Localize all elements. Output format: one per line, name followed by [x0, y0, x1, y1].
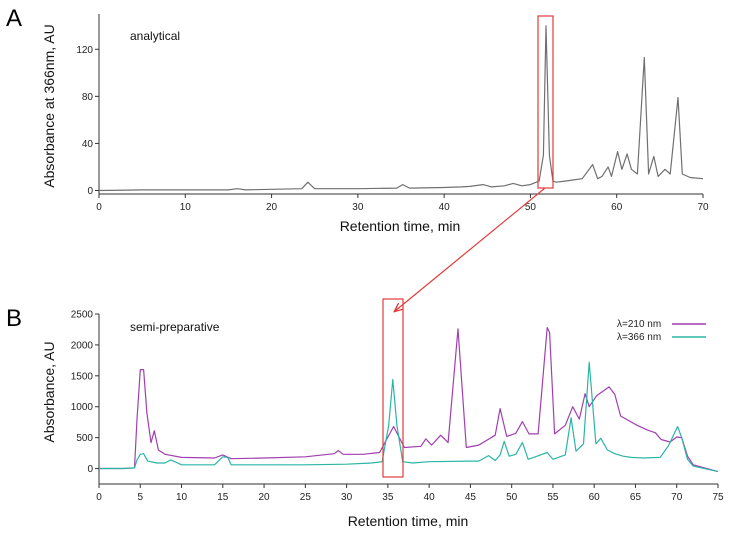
y-tick-label: 80	[82, 92, 94, 103]
panel-a-chart: A analytical 0 10 20 30 40 50 60 70 0 40 80 120 Ret…	[6, 5, 709, 234]
series-line-0-0	[98, 25, 704, 192]
x-tick-label: 60	[611, 202, 623, 213]
panel-b-plot-area: 0 5 10 15 20 25 30 35 40 45 50 55 60 65 70 75 0 500 1000 15…	[71, 310, 724, 504]
x-tick-label: 40	[439, 202, 451, 213]
panel-a-x-axis-title: Retention time, min	[340, 218, 461, 234]
x-tick-label: 65	[630, 492, 642, 503]
y-tick-label: 1500	[71, 371, 94, 382]
series-line-366nm	[99, 361, 719, 473]
y-tick-label: 120	[76, 45, 93, 56]
highlight-box-analytical-peak	[537, 15, 554, 189]
panel-a-annotation: analytical	[130, 29, 180, 43]
x-tick-label: 55	[547, 492, 559, 503]
y-tick-label: 0	[87, 464, 93, 475]
x-tick-label: 35	[382, 492, 394, 503]
y-tick-label: 2000	[71, 340, 94, 351]
y-tick-label: 1000	[71, 402, 94, 413]
panel-b-letter: B	[6, 305, 22, 332]
panel-b-x-axis-title: Retention time, min	[348, 513, 469, 529]
series-line-210nm	[99, 327, 719, 473]
legend-label-210nm: λ=210 nm	[617, 319, 661, 330]
x-tick-label: 0	[96, 202, 102, 213]
x-tick-label: 30	[341, 492, 353, 503]
x-tick-label: 15	[217, 492, 229, 503]
legend-label-366nm: λ=366 nm	[617, 332, 661, 343]
x-tick-label: 10	[180, 202, 192, 213]
highlight-box-preparative-peak	[382, 298, 404, 478]
panel-b-y-axis-title: Absorbance, AU	[41, 341, 57, 442]
x-tick-label: 5	[137, 492, 143, 503]
panel-a-plot-area: 0 10 20 30 40 50 60 70 0 40 80 120	[76, 14, 709, 213]
x-tick-label: 0	[96, 492, 102, 503]
connecting-arrow	[395, 187, 546, 311]
x-tick-label: 70	[697, 202, 709, 213]
x-tick-label: 75	[712, 492, 724, 503]
panel-a-letter: A	[6, 5, 22, 32]
panel-a-y-axis-title: Absorbance at 366nm, AU	[41, 24, 57, 187]
x-tick-label: 20	[259, 492, 271, 503]
y-tick-label: 0	[87, 186, 93, 197]
y-tick-label: 500	[76, 433, 93, 444]
panel-b-legend: λ=210 nm λ=366 nm	[617, 319, 706, 343]
x-tick-label: 50	[525, 202, 537, 213]
x-tick-label: 30	[352, 202, 364, 213]
y-tick-label: 2500	[71, 310, 94, 321]
panel-b-annotation: semi-preparative	[130, 320, 220, 334]
x-tick-label: 60	[589, 492, 601, 503]
panel-b-chart: B semi-preparative 0 5 10 15 20 25 30 35 40 45 50 5…	[6, 305, 724, 529]
x-tick-label: 10	[176, 492, 188, 503]
x-tick-label: 70	[671, 492, 683, 503]
x-tick-label: 45	[465, 492, 477, 503]
x-tick-label: 40	[424, 492, 436, 503]
y-tick-label: 40	[82, 139, 94, 150]
x-tick-label: 50	[506, 492, 518, 503]
x-tick-label: 20	[266, 202, 278, 213]
x-tick-label: 25	[300, 492, 312, 503]
